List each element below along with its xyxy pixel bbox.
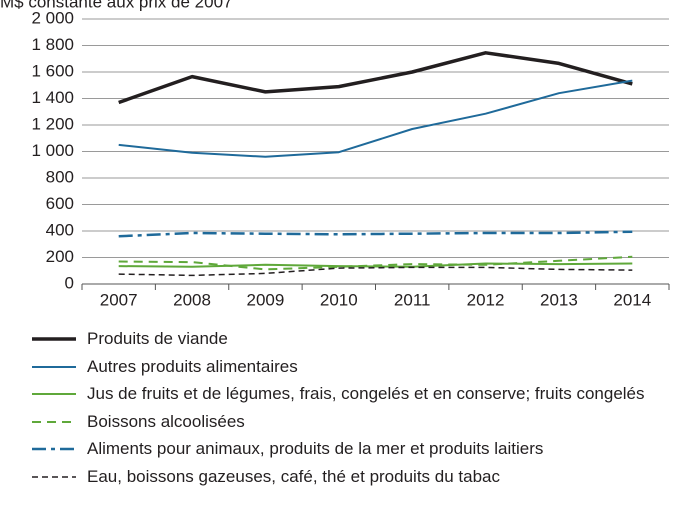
x-tick-label: 2007 [100,290,138,309]
x-tick-label: 2014 [613,290,651,309]
series-line [118,266,633,277]
x-tick-label: 2008 [173,290,211,309]
legend-swatch [32,393,76,395]
legend-item: Produits de viande [30,326,682,352]
y-tick-label: 200 [46,247,74,266]
legend-item: Jus de fruits et de légumes, frais, cong… [30,381,682,407]
legend-swatch [32,475,76,478]
y-tick-label: 800 [46,167,74,186]
legend-item: Autres produits alimentaires [30,354,682,380]
legend-label: Aliments pour animaux, produits de la me… [87,439,544,458]
y-tick-label: 1 200 [31,114,74,133]
series-line [118,79,633,158]
x-tick-label: 2010 [320,290,358,309]
x-tick-label: 2009 [247,290,285,309]
legend-item: Aliments pour animaux, produits de la me… [30,436,682,462]
legend: Produits de viande Autres produits alimen… [30,326,682,491]
y-tick-label: 1 600 [31,61,74,80]
y-tick-label: 0 [65,273,74,292]
legend-swatch [32,337,76,341]
legend-swatch [32,365,76,368]
legend-label: Boissons alcoolisées [87,411,245,431]
x-tick-label: 2012 [467,290,505,309]
legend-item: Eau, boissons gazeuses, café, thé et pro… [30,464,682,490]
y-tick-label: 1 800 [31,35,74,54]
y-tick-label: 2 000 [31,8,74,27]
legend-label: Produits de viande [87,329,228,348]
series-line [118,255,633,271]
series-line [118,230,633,238]
chart: M$ constante aux prix de 2007 0 200 400 600… [0,0,670,309]
legend-swatch [32,447,76,451]
legend-label: Eau, boissons gazeuses, café, thé et pro… [87,466,500,486]
legend-label: Autres produits alimentaires [87,356,298,376]
legend-label: Jus de fruits et de légumes, frais, cong… [87,384,645,403]
legend-swatch [32,420,76,423]
legend-item: Boissons alcoolisées [30,409,682,435]
series-line [118,51,633,105]
y-tick-label: 1 000 [31,141,74,160]
x-tick-label: 2013 [540,290,578,309]
y-axis-label: M$ constante aux prix de 2007 [0,0,232,11]
x-tick-label: 2011 [394,290,431,309]
y-tick-label: 400 [46,220,74,239]
y-tick-label: 1 400 [31,88,74,107]
y-tick-label: 600 [46,194,74,213]
